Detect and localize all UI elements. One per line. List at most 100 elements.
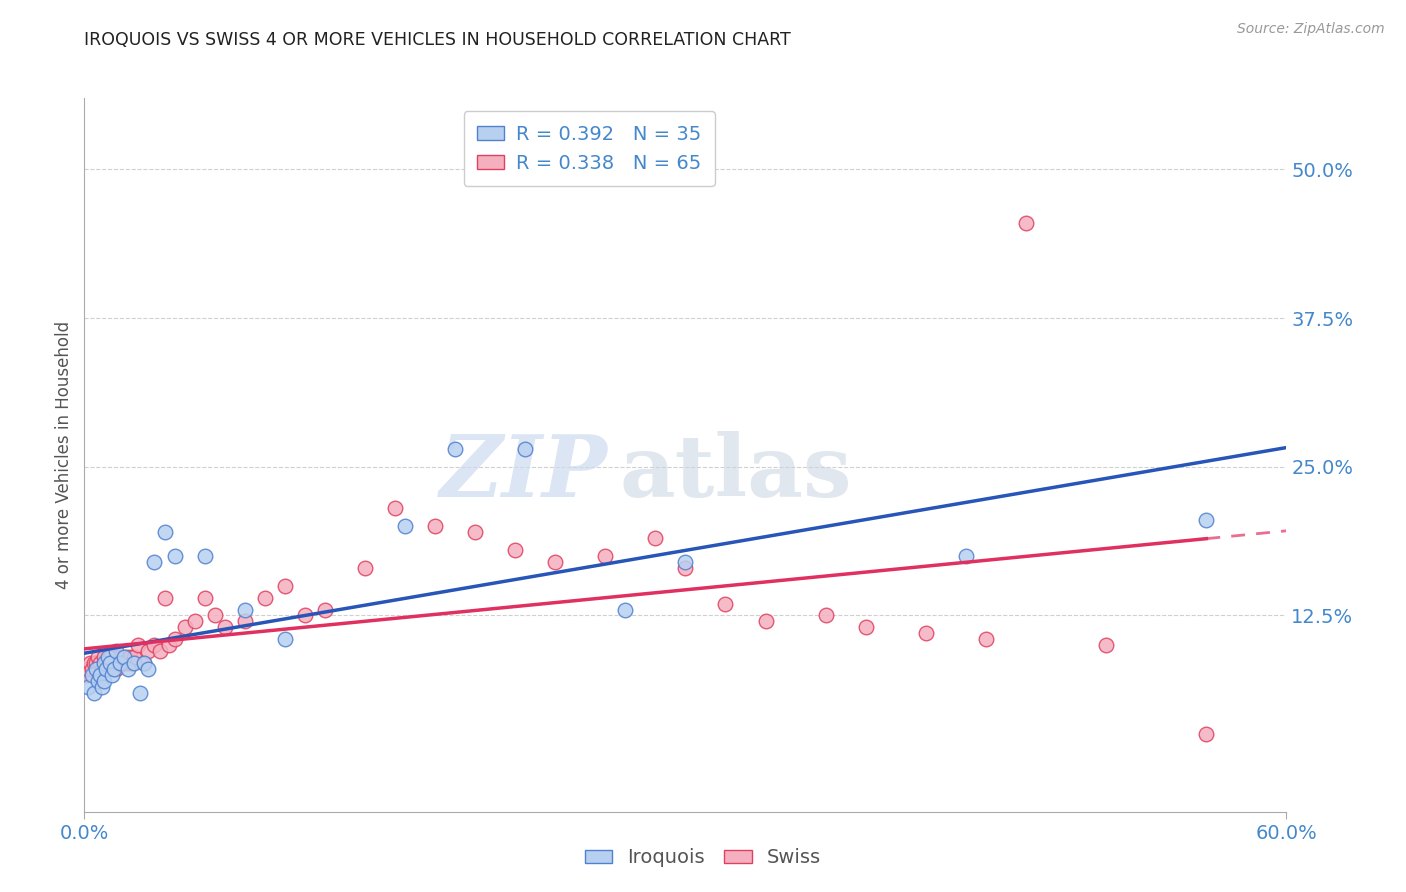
Point	[1015, 216, 1038, 230]
Point	[87, 662, 110, 676]
Point	[129, 686, 152, 700]
Legend: R = 0.392   N = 35, R = 0.338   N = 65: R = 0.392 N = 35, R = 0.338 N = 65	[464, 112, 714, 186]
Point	[83, 686, 105, 700]
Point	[100, 656, 122, 670]
Point	[675, 555, 697, 569]
Point	[143, 555, 166, 569]
Point	[294, 608, 316, 623]
Point	[253, 591, 276, 605]
Point	[97, 650, 120, 665]
Point	[111, 656, 134, 670]
Point	[163, 549, 186, 563]
Point	[755, 615, 778, 629]
Point	[93, 650, 115, 665]
Point	[110, 656, 132, 670]
Point	[423, 519, 446, 533]
Point	[143, 638, 166, 652]
Legend: Iroquois, Swiss: Iroquois, Swiss	[576, 840, 830, 875]
Point	[121, 656, 143, 670]
Point	[79, 656, 101, 670]
Point	[103, 656, 125, 670]
Point	[89, 656, 111, 670]
Point	[101, 668, 124, 682]
Point	[233, 615, 256, 629]
Point	[117, 662, 139, 676]
Point	[105, 662, 128, 676]
Point	[115, 650, 138, 665]
Point	[157, 638, 180, 652]
Point	[314, 602, 336, 616]
Point	[75, 668, 97, 682]
Point	[163, 632, 186, 647]
Point	[515, 442, 537, 456]
Point	[183, 615, 205, 629]
Point	[134, 656, 156, 670]
Point	[354, 561, 377, 575]
Point	[233, 602, 256, 616]
Point	[124, 656, 146, 670]
Point	[644, 531, 666, 545]
Point	[91, 662, 114, 676]
Point	[93, 656, 115, 670]
Point	[96, 656, 118, 670]
Point	[595, 549, 617, 563]
Point	[86, 656, 108, 670]
Point	[1195, 727, 1218, 741]
Point	[105, 650, 128, 665]
Point	[103, 662, 125, 676]
Point	[714, 597, 737, 611]
Point	[134, 656, 156, 670]
Point	[93, 673, 115, 688]
Point	[173, 620, 195, 634]
Point	[114, 656, 135, 670]
Point	[110, 650, 132, 665]
Point	[82, 662, 104, 676]
Point	[87, 650, 110, 665]
Point	[274, 579, 297, 593]
Point	[124, 650, 146, 665]
Point	[117, 656, 139, 670]
Point	[91, 680, 114, 694]
Point	[93, 656, 115, 670]
Point	[82, 668, 104, 682]
Point	[105, 644, 128, 658]
Point	[814, 608, 837, 623]
Point	[107, 656, 129, 670]
Point	[97, 662, 120, 676]
Point	[138, 644, 160, 658]
Point	[83, 656, 105, 670]
Point	[444, 442, 467, 456]
Point	[915, 626, 938, 640]
Point	[384, 501, 406, 516]
Point	[86, 662, 108, 676]
Point	[194, 549, 217, 563]
Point	[100, 650, 122, 665]
Point	[149, 644, 172, 658]
Point	[87, 673, 110, 688]
Point	[955, 549, 977, 563]
Text: IROQUOIS VS SWISS 4 OR MORE VEHICLES IN HOUSEHOLD CORRELATION CHART: IROQUOIS VS SWISS 4 OR MORE VEHICLES IN …	[84, 31, 792, 49]
Point	[96, 662, 118, 676]
Text: atlas: atlas	[619, 431, 852, 515]
Point	[675, 561, 697, 575]
Point	[1195, 513, 1218, 527]
Point	[503, 543, 526, 558]
Point	[464, 525, 486, 540]
Point	[120, 650, 142, 665]
Point	[194, 591, 217, 605]
Point	[114, 650, 135, 665]
Point	[204, 608, 226, 623]
Y-axis label: 4 or more Vehicles in Household: 4 or more Vehicles in Household	[55, 321, 73, 589]
Text: ZIP: ZIP	[440, 431, 607, 515]
Point	[274, 632, 297, 647]
Point	[614, 602, 637, 616]
Point	[77, 662, 100, 676]
Point	[89, 668, 111, 682]
Point	[127, 638, 149, 652]
Point	[153, 591, 176, 605]
Point	[394, 519, 416, 533]
Point	[974, 632, 997, 647]
Point	[153, 525, 176, 540]
Point	[77, 680, 100, 694]
Point	[214, 620, 236, 634]
